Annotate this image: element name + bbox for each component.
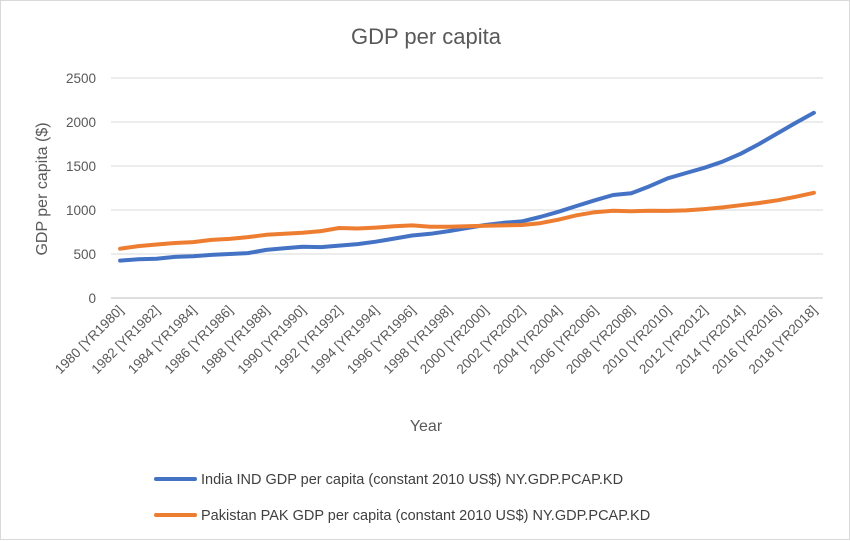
- series-line-pakistan: [118, 190, 816, 251]
- legend: India IND GDP per capita (constant 2010 …: [154, 472, 650, 524]
- gridlines: [111, 77, 823, 299]
- x-axis-ticks: 1980 [YR1980]1982 [YR1982]1984 [YR1984]1…: [52, 303, 820, 377]
- y-tick-label: 500: [73, 247, 96, 262]
- x-axis-title: Year: [410, 418, 443, 435]
- y-axis-title: GDP per capita ($): [34, 122, 51, 255]
- chart-title: GDP per capita: [351, 24, 502, 49]
- y-tick-label: 2500: [66, 71, 96, 86]
- y-axis-ticks: 0 500 1000 1500 2000 2500: [66, 71, 96, 306]
- y-tick-label: 0: [88, 291, 96, 306]
- legend-label: Pakistan PAK GDP per capita (constant 20…: [201, 508, 650, 524]
- legend-label: India IND GDP per capita (constant 2010 …: [201, 472, 623, 488]
- y-tick-label: 2000: [66, 115, 96, 130]
- y-tick-label: 1500: [66, 159, 96, 174]
- y-tick-label: 1000: [66, 203, 96, 218]
- series-lines: [118, 110, 816, 263]
